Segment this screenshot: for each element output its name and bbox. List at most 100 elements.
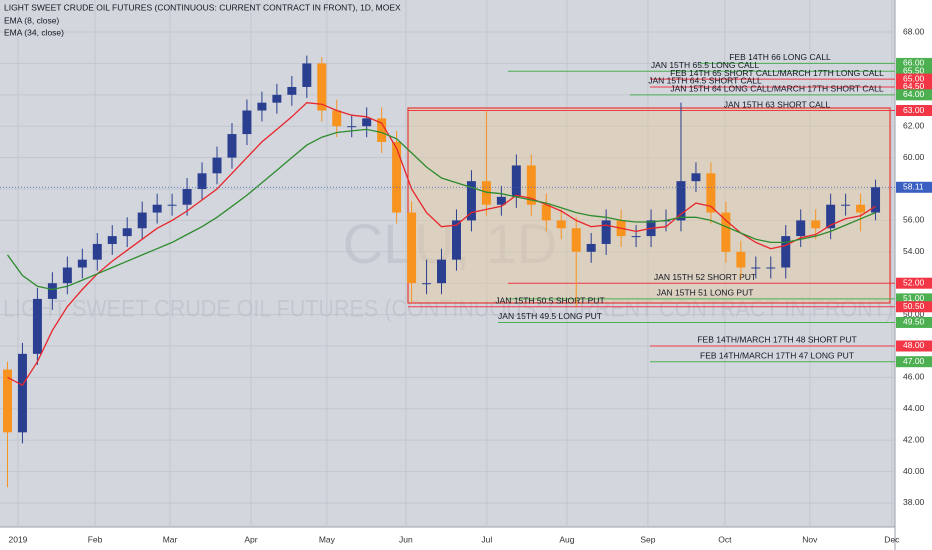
candle-body <box>122 228 132 237</box>
y-tick-label: 60.00 <box>903 152 925 162</box>
y-tick-label: 68.00 <box>903 26 925 36</box>
price-tag-label: 47.00 <box>903 356 925 366</box>
candle-body <box>182 189 192 205</box>
x-tick-label: Feb <box>88 534 103 544</box>
y-tick-label: 62.00 <box>903 120 925 130</box>
y-tick-label: 40.00 <box>903 466 925 476</box>
candle-body <box>466 181 476 221</box>
candle-body <box>751 267 761 269</box>
candle-body <box>272 94 282 103</box>
level-label: JAN 15TH 51 LONG PUT <box>657 288 754 298</box>
x-tick-label: May <box>319 534 336 544</box>
candle-body <box>62 267 72 284</box>
candle-body <box>422 283 432 285</box>
candle-body <box>302 63 312 87</box>
candle-body <box>571 228 581 252</box>
candle-body <box>871 187 881 213</box>
candle-body <box>317 63 327 111</box>
candle-body <box>496 196 506 205</box>
candle-body <box>227 134 237 158</box>
candle-body <box>47 283 57 299</box>
price-tag <box>896 340 932 352</box>
candle-body <box>481 181 491 205</box>
candle-body <box>197 173 207 190</box>
plot-background <box>0 0 895 527</box>
candle-body <box>676 181 686 221</box>
level-label: JAN 15TH 64 LONG CALL/MARCH 17TH SHORT C… <box>670 84 883 94</box>
candle-body <box>586 243 596 252</box>
level-label: JAN 15TH 49.5 LONG PUT <box>498 311 602 321</box>
y-tick-label: 42.00 <box>903 434 925 444</box>
ema-line <box>6 128 876 291</box>
candle-body <box>437 259 447 284</box>
price-tag-label: 50.50 <box>903 301 925 311</box>
candle-body <box>631 236 641 238</box>
price-tag-label: 49.50 <box>903 317 925 327</box>
chart-title: LIGHT SWEET CRUDE OIL FUTURES (CONTINUOU… <box>4 2 401 12</box>
level-label: FEB 14TH/MARCH 17TH 48 SHORT PUT <box>697 335 856 345</box>
candle-body <box>137 212 147 229</box>
candle-body <box>841 204 851 206</box>
candle-body <box>856 204 866 213</box>
x-tick-label: Aug <box>559 534 574 544</box>
candle-body <box>2 369 12 433</box>
candle-body <box>691 173 701 182</box>
price-tag-label: 52.00 <box>903 277 925 287</box>
x-tick-label: Dec <box>884 534 900 544</box>
level-label: JAN 15TH 65.5 LONG CALL <box>651 60 759 70</box>
range-box <box>407 107 891 304</box>
x-tick-label: Apr <box>244 534 257 544</box>
candle-body <box>556 220 566 229</box>
x-tick-label: Jul <box>481 534 492 544</box>
level-label: JAN 15TH 64.5 SHORT CALL <box>648 76 762 86</box>
price-tag-label: 51.00 <box>903 293 925 303</box>
price-tag-label: 65.50 <box>903 66 925 76</box>
watermark-symbol: CLU, 1D <box>343 212 558 275</box>
candle-body <box>781 236 791 268</box>
y-tick-label: 56.00 <box>903 215 925 225</box>
candle-body <box>511 165 521 197</box>
price-tag <box>896 105 932 117</box>
level-label: FEB 14TH 65 SHORT CALL/MARCH 17TH LONG C… <box>670 68 884 78</box>
y-tick-label: 46.00 <box>903 372 925 382</box>
price-tag <box>896 57 932 69</box>
price-tag <box>896 356 932 368</box>
candle-body <box>706 173 716 213</box>
candle-body <box>721 212 731 252</box>
ema-line <box>7 102 876 387</box>
candle-body <box>601 220 611 244</box>
price-tag <box>896 316 932 328</box>
candle-body <box>257 102 267 111</box>
level-label: JAN 15TH 52 SHORT PUT <box>654 272 756 282</box>
y-tick-label: 44.00 <box>903 403 925 413</box>
candle-body <box>362 118 372 127</box>
x-tick-label: Mar <box>163 534 178 544</box>
price-tag-label: 64.00 <box>903 89 925 99</box>
level-label: FEB 14TH/MARCH 17TH 47 LONG PUT <box>700 350 854 360</box>
price-tag <box>896 293 932 305</box>
level-label: FEB 14TH 66 LONG CALL <box>729 52 831 62</box>
candle-body <box>77 259 87 268</box>
candle-body <box>526 165 536 205</box>
candle-body <box>332 110 342 127</box>
candle-body <box>92 243 102 260</box>
price-tag <box>896 301 932 313</box>
candle-body <box>167 204 177 206</box>
price-tag <box>896 277 932 289</box>
y-tick-label: 54.00 <box>903 246 925 256</box>
candle-body <box>17 353 27 433</box>
price-tag-label: 65.00 <box>903 73 925 83</box>
candle-body <box>287 86 297 95</box>
y-tick-label: 38.00 <box>903 497 925 507</box>
x-tick-label: Oct <box>718 534 732 544</box>
x-tick-label: Jun <box>399 534 413 544</box>
legend-entry: EMA (8, close) <box>4 15 59 25</box>
y-tick-label: 50.00 <box>903 309 925 319</box>
candle-body <box>736 251 746 268</box>
level-label: JAN 15TH 63 SHORT CALL <box>724 99 831 109</box>
price-tag-label: 58.11 <box>903 182 924 192</box>
candle-body <box>242 110 252 135</box>
x-tick-label: 2019 <box>8 534 27 544</box>
watermark-text: LIGHT SWEET CRUDE OIL FUTURES (CONTINUOU… <box>3 295 893 322</box>
